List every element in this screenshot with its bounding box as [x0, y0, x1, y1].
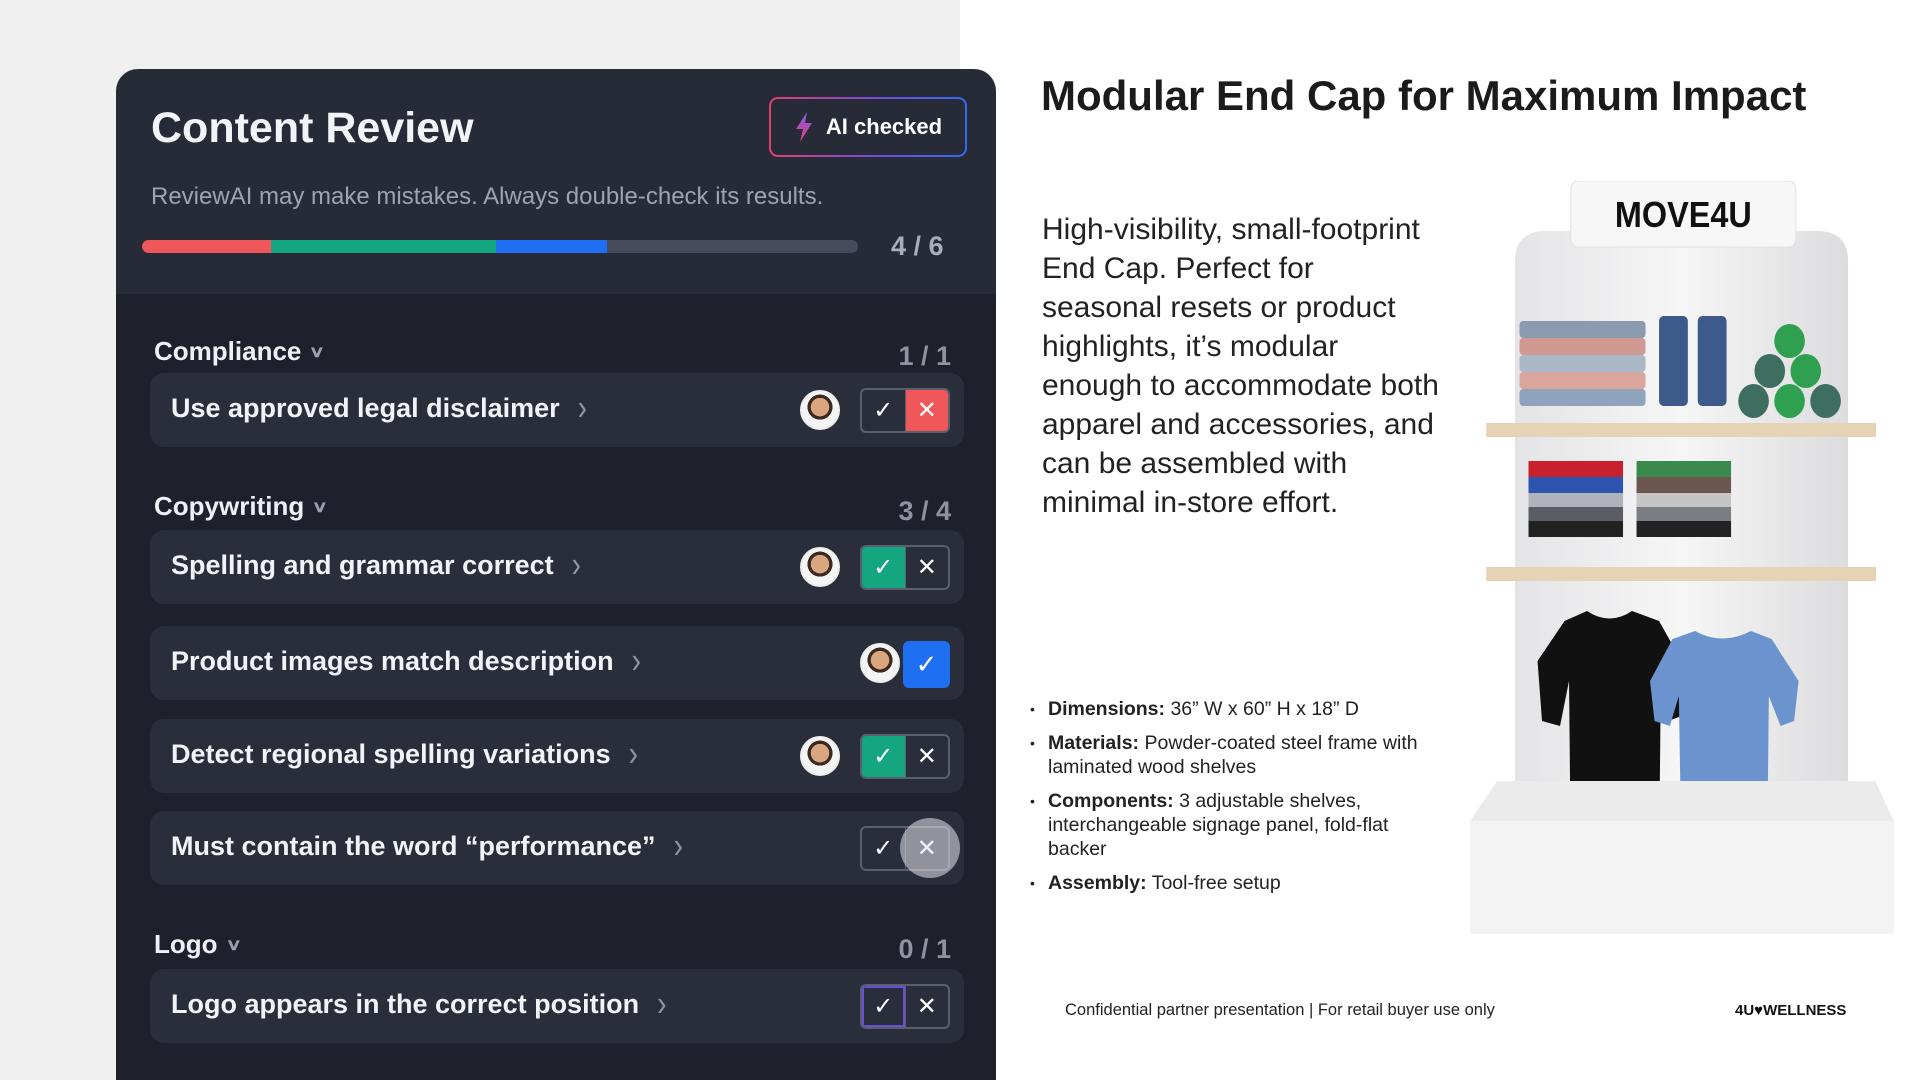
approve-button[interactable]: ✓	[903, 641, 950, 688]
progress-segment	[142, 240, 271, 253]
spec-value: 36” W x 60” H x 18” D	[1170, 698, 1359, 720]
checklist-item[interactable]: Product images match description › ✓	[150, 626, 964, 700]
approve-button[interactable]: ✓	[862, 736, 905, 777]
chevron-right-icon[interactable]: ›	[628, 733, 638, 774]
slide-heading: Modular End Cap for Maximum Impact	[1041, 72, 1807, 119]
spec-key: Assembly:	[1048, 872, 1147, 894]
close-icon: ✕	[916, 743, 937, 770]
brand-logo: 4U♥WELLNESS	[1735, 1002, 1847, 1019]
chevron-right-icon[interactable]: ›	[571, 544, 581, 585]
progress-segment	[270, 240, 497, 253]
item-label: Detect regional spelling variations	[171, 738, 611, 769]
item-label: Product images match description	[171, 645, 614, 676]
reject-button[interactable]: ✕	[904, 828, 949, 869]
chevron-right-icon[interactable]: ›	[657, 983, 667, 1024]
item-label: Spelling and grammar correct	[171, 549, 554, 580]
approve-reject-toggle: ✓ ✕	[860, 826, 950, 871]
spec-value: 3 adjustable shelves, interchangeable si…	[1048, 790, 1389, 860]
spec-list: Dimensions: 36” W x 60” H x 18” D Materia…	[1030, 697, 1450, 905]
chevron-right-icon[interactable]: ›	[673, 825, 683, 866]
spec-value: Powder-coated steel frame with laminated…	[1048, 732, 1418, 778]
panel-title: Content Review	[151, 104, 474, 152]
reject-button[interactable]: ✕	[904, 736, 949, 777]
checklist-item[interactable]: Logo appears in the correct position › ✓ ✕	[150, 969, 964, 1043]
reviewer-avatar	[800, 390, 840, 430]
section-count: 3 / 4	[898, 496, 951, 526]
section-title: Copywriting	[154, 491, 305, 521]
spec-item: Dimensions: 36” W x 60” H x 18” D	[1030, 697, 1450, 721]
content-review-panel: Content Review AI checked ReviewAI may m…	[116, 69, 996, 1080]
item-label: Must contain the word “performance”	[171, 830, 656, 861]
check-icon: ✓	[873, 835, 894, 862]
spec-key: Dimensions:	[1048, 698, 1166, 720]
check-icon: ✓	[873, 743, 894, 770]
chevron-down-icon: ∨	[225, 936, 242, 954]
approve-reject-toggle: ✓ ✕	[860, 545, 950, 590]
spec-item: Materials: Powder-coated steel frame wit…	[1030, 731, 1450, 779]
section-title: Logo	[154, 929, 218, 959]
close-icon: ✕	[916, 835, 937, 862]
spec-key: Components:	[1048, 790, 1174, 812]
item-label: Use approved legal disclaimer	[171, 392, 560, 423]
section-header-copywriting[interactable]: Copywriting ∨	[154, 491, 329, 522]
approve-button[interactable]: ✓	[862, 828, 905, 869]
progress-bar	[142, 240, 858, 253]
lightning-icon	[795, 112, 812, 142]
check-icon: ✓	[873, 554, 894, 581]
approve-button[interactable]: ✓	[862, 547, 905, 588]
reject-button[interactable]: ✕	[904, 986, 949, 1027]
disclaimer-text: ReviewAI may make mistakes. Always doubl…	[151, 183, 824, 210]
reject-button[interactable]: ✕	[904, 547, 949, 588]
approve-button[interactable]: ✓	[862, 986, 905, 1027]
close-icon: ✕	[916, 554, 937, 581]
reject-button[interactable]: ✕	[904, 390, 948, 431]
checklist-item[interactable]: Spelling and grammar correct › ✓ ✕	[150, 530, 964, 604]
progress-segment	[496, 240, 608, 253]
section-title: Compliance	[154, 336, 302, 366]
reviewer-avatar	[800, 547, 840, 587]
reviewer-avatar	[800, 736, 840, 776]
reviewer-avatar	[860, 643, 900, 683]
approve-reject-toggle: ✓ ✕	[860, 734, 950, 779]
spec-item: Components: 3 adjustable shelves, interc…	[1030, 789, 1450, 861]
chevron-down-icon: ∨	[309, 343, 326, 361]
close-icon: ✕	[916, 993, 937, 1020]
check-icon: ✓	[873, 397, 894, 424]
chevron-right-icon[interactable]: ›	[577, 387, 587, 428]
spec-key: Materials:	[1048, 732, 1140, 754]
checklist-item[interactable]: Must contain the word “performance” › ✓ ✕	[150, 811, 964, 885]
close-icon: ✕	[916, 397, 937, 424]
item-label: Logo appears in the correct position	[171, 988, 640, 1019]
check-icon: ✓	[873, 993, 894, 1020]
chevron-right-icon[interactable]: ›	[631, 640, 641, 681]
spec-item: Assembly: Tool-free setup	[1030, 871, 1450, 895]
chevron-down-icon: ∨	[311, 498, 329, 516]
checklist-item[interactable]: Detect regional spelling variations › ✓ ✕	[150, 719, 964, 793]
product-image: MOVE4U	[1470, 180, 1894, 934]
progress-count: 4 / 6	[891, 231, 944, 261]
section-header-logo[interactable]: Logo ∨	[154, 929, 242, 960]
checklist-item[interactable]: Use approved legal disclaimer › ✓ ✕	[150, 373, 964, 447]
section-count: 0 / 1	[898, 934, 951, 964]
approve-reject-toggle: ✓ ✕	[860, 388, 950, 433]
section-count: 1 / 1	[898, 341, 951, 371]
approve-reject-toggle: ✓ ✕	[860, 984, 950, 1029]
spec-value: Tool-free setup	[1151, 872, 1281, 894]
section-header-compliance[interactable]: Compliance ∨	[154, 336, 326, 367]
slide-paragraph: High-visibility, small-footprint End Cap…	[1042, 213, 1439, 519]
sign-logo: MOVE4U	[1615, 195, 1752, 235]
approve-button[interactable]: ✓	[862, 390, 905, 431]
footer-note: Confidential partner presentation | For …	[1065, 1001, 1495, 1019]
ai-checked-label: AI checked	[825, 114, 943, 139]
ai-checked-button[interactable]: AI checked	[769, 97, 967, 157]
check-icon: ✓	[915, 649, 938, 679]
